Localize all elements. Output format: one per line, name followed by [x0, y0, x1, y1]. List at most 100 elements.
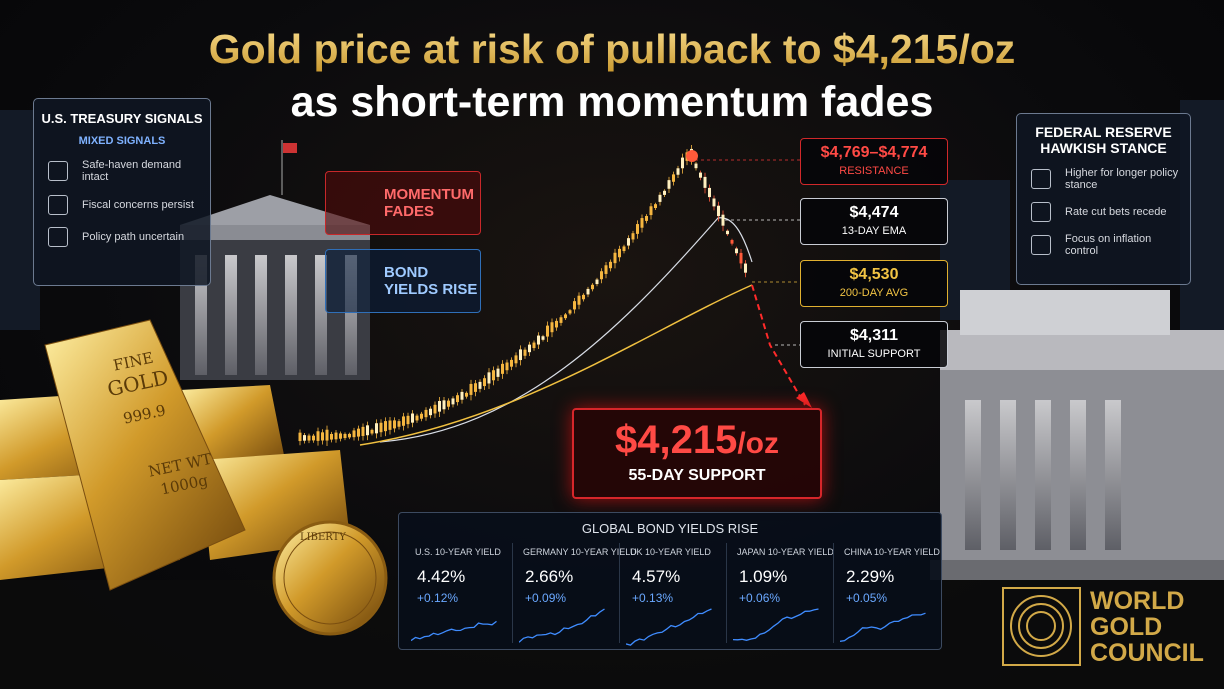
candle [730, 240, 734, 244]
candle [388, 420, 392, 430]
candle [429, 408, 432, 416]
signal-item: Policy path uncertain [48, 227, 198, 247]
candle [618, 248, 621, 258]
panel-subtitle: MIXED SIGNALS [78, 135, 166, 147]
candle [694, 163, 698, 169]
item-text: Safe-haven demand intact [82, 159, 182, 183]
yield-value: 4.42% [417, 567, 466, 586]
yield-name: UK 10-YEAR YIELD [630, 547, 711, 557]
candle [469, 383, 473, 395]
candle [420, 413, 423, 419]
coin-text: LIBERTY [300, 532, 346, 543]
candle [514, 355, 518, 364]
candle [370, 429, 374, 434]
candle [591, 284, 594, 290]
candle [411, 413, 414, 423]
candle [604, 265, 608, 274]
peak-marker [686, 150, 698, 162]
candle [537, 335, 540, 345]
candle [424, 409, 428, 418]
yield-name: JAPAN 10-YEAR YIELD [737, 547, 834, 557]
candle [330, 433, 333, 440]
candle [658, 194, 662, 202]
candle [487, 372, 491, 384]
candle [393, 420, 396, 429]
candle [496, 368, 500, 377]
level-box: $4,530 200-DAY AVG [800, 260, 948, 307]
yield-change: +0.09% [525, 591, 567, 605]
candle [582, 294, 585, 300]
sparkline [839, 612, 926, 642]
candle [739, 252, 743, 264]
item-text: Higher for longer policy stance [1065, 167, 1179, 191]
fed-item: Rate cut bets recede [1031, 202, 1181, 222]
candle [361, 426, 365, 436]
fed-item: Higher for longer policy stance [1031, 167, 1181, 191]
candle [586, 288, 590, 295]
yield-name: GERMANY 10-YEAR YIELD [523, 547, 637, 557]
level-label: RESISTANCE [839, 165, 909, 177]
candle [519, 349, 522, 361]
candle [627, 238, 630, 246]
candle [744, 263, 747, 273]
yield-card: UK 10-YEAR YIELD 4.57% +0.13% [619, 543, 720, 646]
candle [343, 433, 347, 439]
candle [636, 224, 639, 234]
yields-panel: GLOBAL BOND YIELDS RISE U.S. 10-YEAR YIE… [398, 512, 942, 650]
level-label: 200-DAY AVG [839, 287, 909, 299]
candle [478, 381, 482, 389]
yield-change: +0.05% [846, 591, 888, 605]
yield-value: 2.29% [846, 567, 895, 586]
candle [663, 190, 666, 195]
level-box: $4,311 INITIAL SUPPORT [800, 321, 948, 368]
candle [402, 416, 405, 426]
candle [357, 428, 360, 437]
candle [298, 432, 302, 442]
yield-value: 2.66% [525, 567, 574, 586]
candle [649, 206, 653, 216]
level-value: $4,474 [849, 204, 899, 221]
logo-word: GOLD [1090, 613, 1163, 641]
level-label: INITIAL SUPPORT [827, 348, 921, 360]
candle [415, 415, 419, 421]
candle [447, 400, 450, 407]
candle [667, 180, 671, 189]
candle [528, 344, 531, 353]
panel-title: U.S. TREASURY SIGNALS [41, 111, 203, 126]
fed-building [930, 290, 1224, 580]
candle [325, 429, 329, 441]
yield-change: +0.06% [739, 591, 781, 605]
candle [645, 215, 648, 221]
yield-value: 1.09% [739, 567, 788, 586]
sparkline [732, 608, 819, 641]
candle [321, 432, 324, 441]
candle [609, 261, 612, 269]
candle [456, 395, 459, 403]
target-value: $4,215 [614, 418, 738, 462]
level-label: 13-DAY EMA [841, 225, 907, 237]
candle [379, 422, 383, 433]
yield-change: +0.13% [632, 591, 674, 605]
logo-word: COUNCIL [1090, 639, 1204, 667]
candle [334, 432, 338, 440]
level-value: $4,311 [849, 327, 899, 344]
candle [406, 415, 410, 425]
level-value: $4,769–$4,774 [820, 144, 928, 161]
candle [654, 204, 657, 209]
yield-card: JAPAN 10-YEAR YIELD 1.09% +0.06% [726, 543, 834, 643]
candle [375, 423, 378, 434]
sparkline [410, 620, 497, 642]
yield-name: CHINA 10-YEAR YIELD [844, 547, 940, 557]
gold-coin [272, 520, 388, 636]
title-line-2: as short-term momentum fades [290, 78, 934, 126]
candle [523, 349, 527, 356]
gold-bars [0, 319, 350, 591]
item-text: Policy path uncertain [82, 231, 185, 243]
fed-item: Focus on inflation control [1031, 233, 1181, 257]
item-text: Rate cut bets recede [1065, 206, 1167, 218]
candle [703, 176, 707, 188]
candle [568, 310, 572, 314]
sparkline [625, 608, 712, 646]
candle [550, 322, 554, 333]
